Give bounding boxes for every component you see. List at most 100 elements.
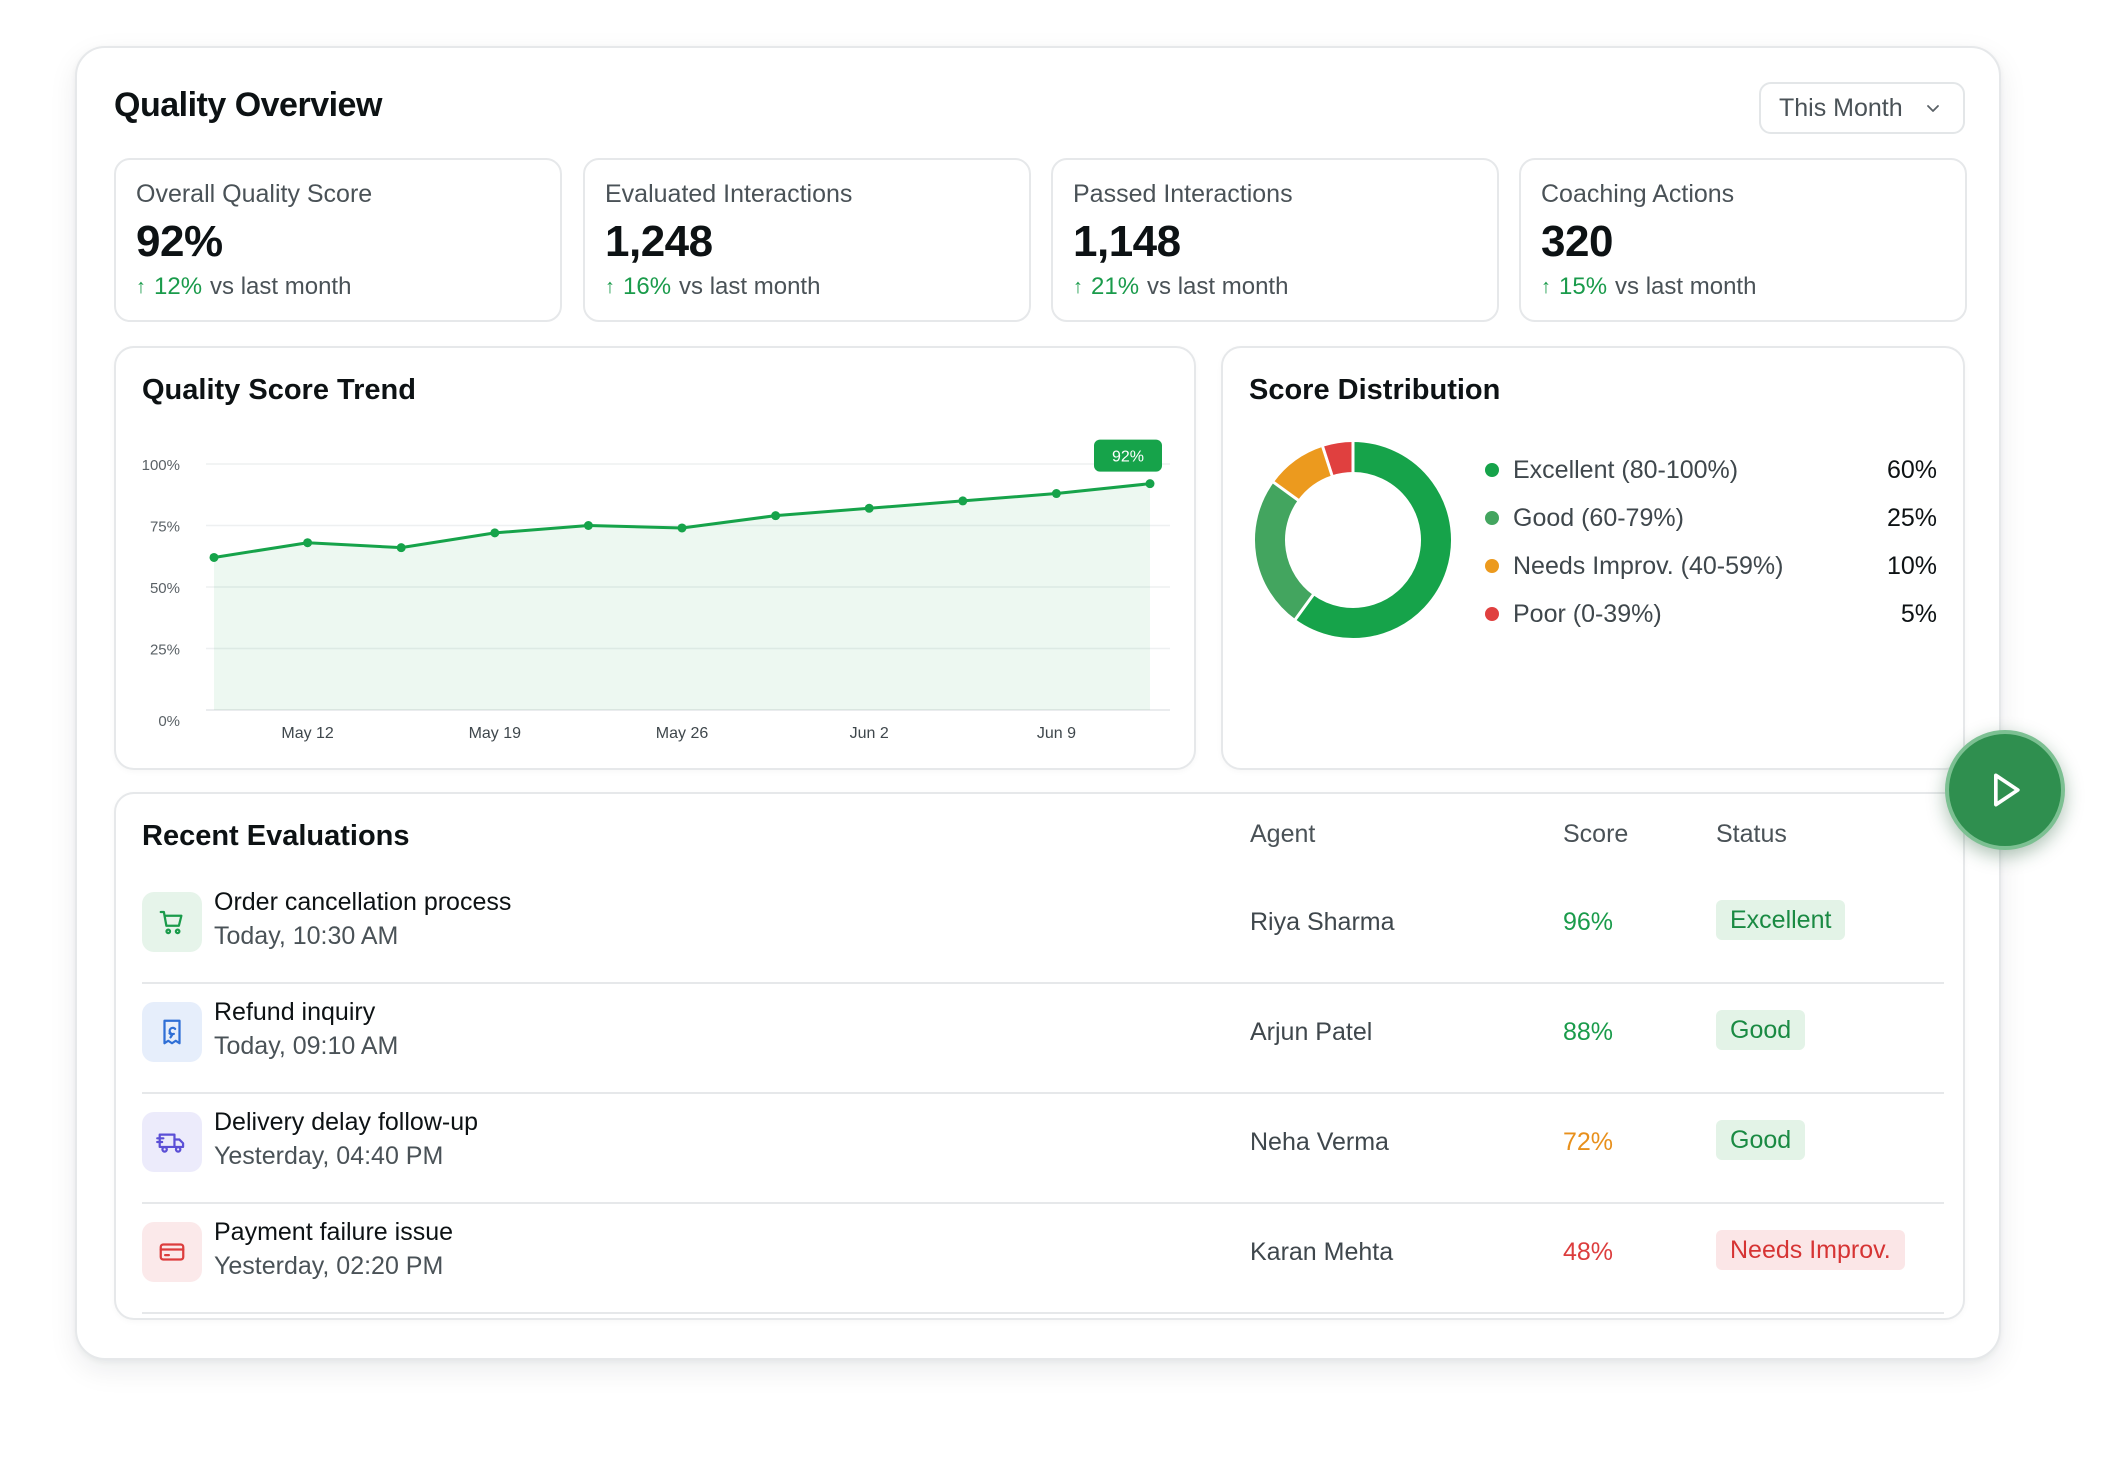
legend-dot — [1485, 511, 1499, 525]
donut-separator — [1320, 445, 1334, 477]
legend-label: Good (60-79%) — [1513, 503, 1684, 532]
evaluation-score: 96% — [1563, 908, 1614, 936]
trend-point — [583, 521, 593, 530]
legend-pct: 5% — [1900, 599, 1937, 628]
evaluation-time: Today, 09:10 AM — [214, 1032, 399, 1060]
kpi-label: Evaluated Interactions — [605, 180, 853, 208]
evaluation-time: Yesterday, 02:20 PM — [214, 1252, 444, 1280]
donut-slice — [1295, 442, 1451, 638]
status-badge: Good — [1716, 1120, 1806, 1160]
trend-point — [1145, 479, 1155, 489]
kpi-delta: ↑ 12% vs last month — [136, 273, 540, 301]
kpi-delta: ↑ 16% vs last month — [605, 273, 1009, 301]
kpi-value: 92% — [136, 217, 223, 266]
dashboard-window: Quality Overview This Month Overall Qual… — [75, 46, 2001, 1360]
x-tick-label: Jun 2 — [850, 725, 889, 742]
legend-label: Needs Improv. (40-59%) — [1513, 551, 1784, 580]
legend-pct: 60% — [1886, 455, 1937, 484]
y-tick-label: 50% — [150, 580, 180, 597]
kpi-delta-value: 15% — [1559, 273, 1608, 300]
x-tick-label: May 12 — [281, 725, 334, 742]
arrow-up-icon: ↑ — [605, 275, 615, 298]
column-header-agent: Agent — [1250, 820, 1316, 848]
cart-icon — [142, 892, 202, 952]
kpi-delta-suffix: vs last month — [210, 273, 352, 300]
legend-item-poor: Poor (0-39%) 5% — [1485, 590, 1937, 638]
truck-icon — [142, 1112, 202, 1172]
evaluation-title: Delivery delay follow-up — [214, 1108, 479, 1136]
evaluation-title: Payment failure issue — [214, 1218, 454, 1246]
receipt-icon — [142, 1002, 202, 1062]
evaluation-agent: Neha Verma — [1250, 1128, 1389, 1156]
evaluation-row[interactable]: Payment failure issue Yesterday, 02:20 P… — [142, 1204, 1944, 1314]
x-tick-label: Jun 9 — [1037, 725, 1076, 742]
donut-slice — [1273, 446, 1333, 501]
distribution-title: Score Distribution — [1249, 374, 1501, 406]
x-tick-label: May 26 — [656, 725, 709, 742]
evaluation-row[interactable]: Delivery delay follow-up Yesterday, 04:4… — [142, 1094, 1944, 1204]
evaluation-title: Refund inquiry — [214, 998, 376, 1026]
distribution-legend: Excellent (80-100%) 60% Good (60-79%) 25… — [1485, 446, 1937, 638]
chevron-down-icon — [1927, 105, 1939, 112]
kpi-card-coaching-actions: Coaching Actions 320 ↑ 15% vs last month — [1519, 158, 1967, 322]
score-distribution-card: Score Distribution Excellent (80-100%) 6… — [1221, 346, 1965, 770]
kpi-label: Overall Quality Score — [136, 180, 373, 208]
evaluation-time: Yesterday, 04:40 PM — [214, 1142, 444, 1170]
evaluation-score: 88% — [1563, 1018, 1614, 1046]
evaluation-agent: Arjun Patel — [1250, 1018, 1373, 1046]
trend-annotation-label: 92% — [1112, 449, 1144, 466]
trend-point — [303, 538, 313, 548]
legend-item-excellent: Excellent (80-100%) 60% — [1485, 446, 1937, 494]
trend-point — [677, 523, 687, 533]
kpi-card-evaluated-interactions: Evaluated Interactions 1,248 ↑ 16% vs la… — [583, 158, 1031, 322]
kpi-label: Passed Interactions — [1073, 180, 1293, 208]
kpi-value: 1,148 — [1073, 217, 1181, 266]
evaluation-score: 72% — [1563, 1128, 1614, 1156]
legend-label: Poor (0-39%) — [1513, 599, 1662, 628]
evaluation-title: Order cancellation process — [214, 888, 512, 916]
evaluation-time: Today, 10:30 AM — [214, 922, 399, 950]
arrow-up-icon: ↑ — [1541, 275, 1551, 298]
kpi-delta-value: 12% — [154, 273, 203, 300]
play-icon — [1994, 773, 2020, 807]
period-dropdown-value: This Month — [1779, 93, 1903, 122]
trend-area — [214, 483, 1150, 710]
kpi-value: 320 — [1541, 217, 1613, 266]
x-tick-label: May 19 — [469, 725, 522, 742]
arrow-up-icon: ↑ — [1073, 275, 1083, 298]
legend-dot — [1485, 559, 1499, 573]
legend-item-needs-improvement: Needs Improv. (40-59%) 10% — [1485, 542, 1937, 590]
arrow-up-icon: ↑ — [136, 275, 146, 298]
trend-point — [771, 511, 781, 521]
evaluation-row[interactable]: Order cancellation process Today, 10:30 … — [142, 874, 1944, 984]
column-header-status: Status — [1716, 820, 1787, 848]
kpi-delta-value: 16% — [623, 273, 672, 300]
trend-point — [1051, 489, 1061, 499]
evaluations-title: Recent Evaluations — [142, 820, 410, 852]
legend-item-good: Good (60-79%) 25% — [1485, 494, 1937, 542]
y-tick-label: 25% — [150, 642, 180, 659]
y-tick-label: 75% — [150, 519, 180, 536]
legend-dot — [1485, 607, 1499, 621]
trend-chart: 100% 75% 50% 25% 0% May 12 May 19 May 26 Jun 2 Ju… — [142, 439, 1170, 742]
period-dropdown[interactable]: This Month — [1759, 82, 1965, 134]
kpi-card-passed-interactions: Passed Interactions 1,148 ↑ 21% vs last … — [1051, 158, 1499, 322]
donut-slice — [1322, 442, 1354, 476]
evaluation-agent: Riya Sharma — [1250, 908, 1395, 936]
trend-title: Quality Score Trend — [142, 374, 416, 406]
evaluation-row[interactable]: Refund inquiry Today, 09:10 AM Arjun Pat… — [142, 984, 1944, 1094]
status-badge: Good — [1716, 1010, 1806, 1050]
trend-point — [490, 528, 500, 538]
trend-point — [864, 503, 874, 513]
play-button[interactable] — [1945, 730, 2065, 850]
evaluation-agent: Karan Mehta — [1250, 1238, 1394, 1266]
legend-dot — [1485, 463, 1499, 477]
y-tick-label: 0% — [158, 713, 180, 730]
page-title: Quality Overview — [114, 86, 382, 124]
kpi-delta-value: 21% — [1091, 273, 1140, 300]
trend-point — [958, 496, 968, 506]
donut-separator — [1272, 480, 1300, 502]
kpi-delta-suffix: vs last month — [679, 273, 821, 300]
donut-separator — [1293, 593, 1315, 621]
evaluation-score: 48% — [1563, 1238, 1614, 1266]
